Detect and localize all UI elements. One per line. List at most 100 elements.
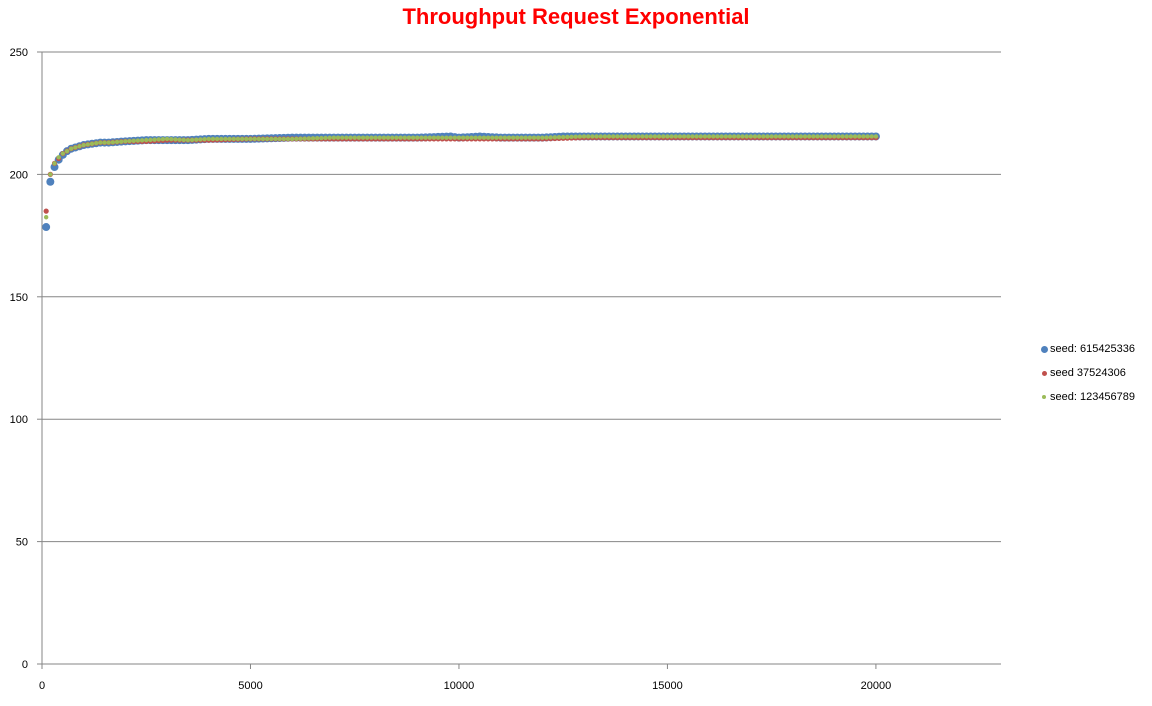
data-point <box>352 135 357 140</box>
series-1 <box>42 132 880 232</box>
data-point <box>569 134 574 140</box>
data-point <box>160 136 166 142</box>
data-point <box>302 136 307 141</box>
data-point <box>515 135 520 140</box>
data-point <box>777 134 783 139</box>
data-point <box>460 135 466 140</box>
data-point <box>144 137 149 143</box>
data-point <box>48 172 53 177</box>
data-point <box>89 141 95 146</box>
data-point <box>85 142 91 147</box>
data-point <box>377 135 382 140</box>
data-point <box>502 135 508 140</box>
data-point <box>198 137 203 142</box>
data-point <box>43 208 49 214</box>
data-point <box>252 136 257 142</box>
data-point <box>223 136 228 142</box>
data-point <box>448 135 453 140</box>
data-point <box>773 134 779 139</box>
data-point <box>577 134 583 139</box>
data-point <box>285 136 291 142</box>
data-point <box>64 148 70 154</box>
data-point <box>42 223 51 232</box>
data-point <box>790 134 795 139</box>
data-point <box>586 134 591 139</box>
data-point <box>281 136 287 142</box>
data-point <box>544 135 549 140</box>
data-point <box>239 136 245 142</box>
data-point <box>565 134 570 140</box>
data-point <box>68 146 74 151</box>
data-point <box>611 134 616 139</box>
data-point <box>606 134 612 139</box>
data-point <box>169 136 174 142</box>
x-tick-label: 15000 <box>652 680 683 692</box>
data-point <box>498 135 503 140</box>
data-point <box>415 135 420 140</box>
data-point <box>602 134 608 139</box>
data-point <box>50 163 59 172</box>
data-point <box>494 135 499 140</box>
x-tick-label: 0 <box>39 680 45 692</box>
data-point <box>264 136 270 142</box>
data-point <box>260 136 266 142</box>
data-point <box>506 135 512 140</box>
data-point <box>306 136 312 141</box>
data-point <box>102 140 107 145</box>
data-point <box>81 142 86 148</box>
data-point <box>43 215 49 220</box>
data-point <box>869 134 874 139</box>
data-point <box>519 135 524 140</box>
data-point <box>298 136 303 141</box>
data-point <box>106 140 111 145</box>
data-point <box>94 140 99 146</box>
data-point <box>123 139 128 144</box>
y-tick-label: 150 <box>10 292 28 304</box>
data-point <box>648 134 653 139</box>
data-point <box>802 134 808 139</box>
data-point <box>310 136 316 141</box>
data-point <box>119 139 124 144</box>
data-point <box>406 135 412 140</box>
data-point <box>73 145 78 150</box>
data-point <box>794 134 799 139</box>
data-point <box>431 135 437 140</box>
data-point <box>181 137 186 143</box>
data-point <box>373 135 378 140</box>
data-point <box>848 134 854 139</box>
data-point <box>194 137 199 142</box>
data-point <box>210 136 216 142</box>
data-point <box>627 134 633 139</box>
chart-title: Throughput Request Exponential <box>402 4 750 29</box>
data-point <box>335 135 341 140</box>
data-point <box>548 135 553 140</box>
data-point <box>861 134 866 139</box>
data-point <box>769 134 774 139</box>
data-point <box>323 135 328 141</box>
data-point <box>535 135 541 140</box>
data-point <box>344 135 349 140</box>
data-point <box>202 136 207 142</box>
legend-label: seed: 615425336 <box>1050 343 1136 355</box>
data-point <box>164 136 170 142</box>
data-point <box>402 135 407 140</box>
data-point <box>677 134 683 139</box>
data-point <box>573 134 578 139</box>
legend-marker-icon <box>1042 395 1046 399</box>
data-point <box>60 151 66 156</box>
data-point <box>206 136 211 142</box>
data-point <box>435 135 441 140</box>
data-point <box>686 134 691 139</box>
data-point <box>815 134 820 139</box>
data-point <box>419 135 424 140</box>
data-point <box>865 134 870 139</box>
x-tick-label: 5000 <box>238 680 262 692</box>
data-point <box>510 135 516 140</box>
data-point <box>319 135 324 141</box>
data-point <box>798 134 804 139</box>
data-point <box>873 134 879 139</box>
data-point <box>331 135 337 140</box>
legend-label: seed: 123456789 <box>1050 391 1136 403</box>
data-point <box>748 134 754 139</box>
